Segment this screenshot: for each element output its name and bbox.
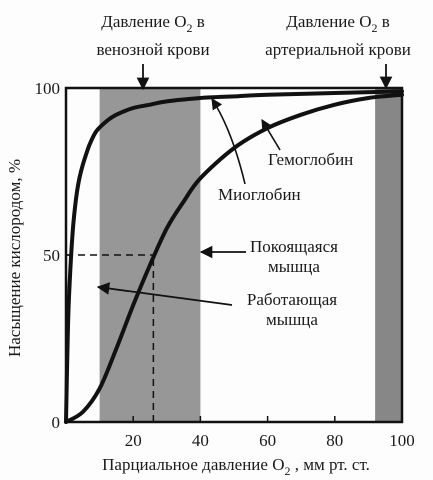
resting-muscle-label-line2: мышца — [268, 257, 320, 276]
venous-pressure-label: Давление O2 в — [101, 12, 205, 35]
resting-muscle-label: Покоящаяся — [250, 237, 338, 256]
hemoglobin-curve — [64, 92, 404, 424]
x-tick-label: 60 — [259, 431, 276, 450]
hemoglobin-pointer — [261, 119, 281, 151]
y-tick-label: 0 — [52, 413, 61, 432]
y-axis-label: Насыщение кислородом, % — [5, 159, 24, 357]
venous-pressure-label-line2: венозной крови — [96, 40, 209, 59]
myoglobin-curve — [64, 89, 404, 424]
x-axis-label: Парциальное давление O2 , мм рт. ст. — [102, 455, 370, 478]
working-muscle-label: Работающая — [247, 290, 337, 309]
x-tick-label: 40 — [192, 431, 209, 450]
arterial-pressure-label-line2: артериальной крови — [265, 40, 411, 59]
myoglobin-label: Миоглобин — [218, 185, 301, 204]
hemoglobin-label: Гемоглобин — [268, 150, 353, 169]
myoglobin-pointer — [211, 98, 246, 185]
y-tick-label: 50 — [43, 246, 60, 265]
working-muscle-label-line2: мышца — [266, 310, 318, 329]
shaded-band-2 — [375, 88, 402, 422]
y-tick-label: 100 — [35, 79, 61, 98]
arterial-pressure-label: Давление O2 в — [286, 12, 390, 35]
working-muscle-arrow — [96, 282, 233, 306]
x-tick-label: 80 — [326, 431, 343, 450]
x-tick-label: 20 — [125, 431, 142, 450]
x-tick-label: 100 — [389, 431, 415, 450]
